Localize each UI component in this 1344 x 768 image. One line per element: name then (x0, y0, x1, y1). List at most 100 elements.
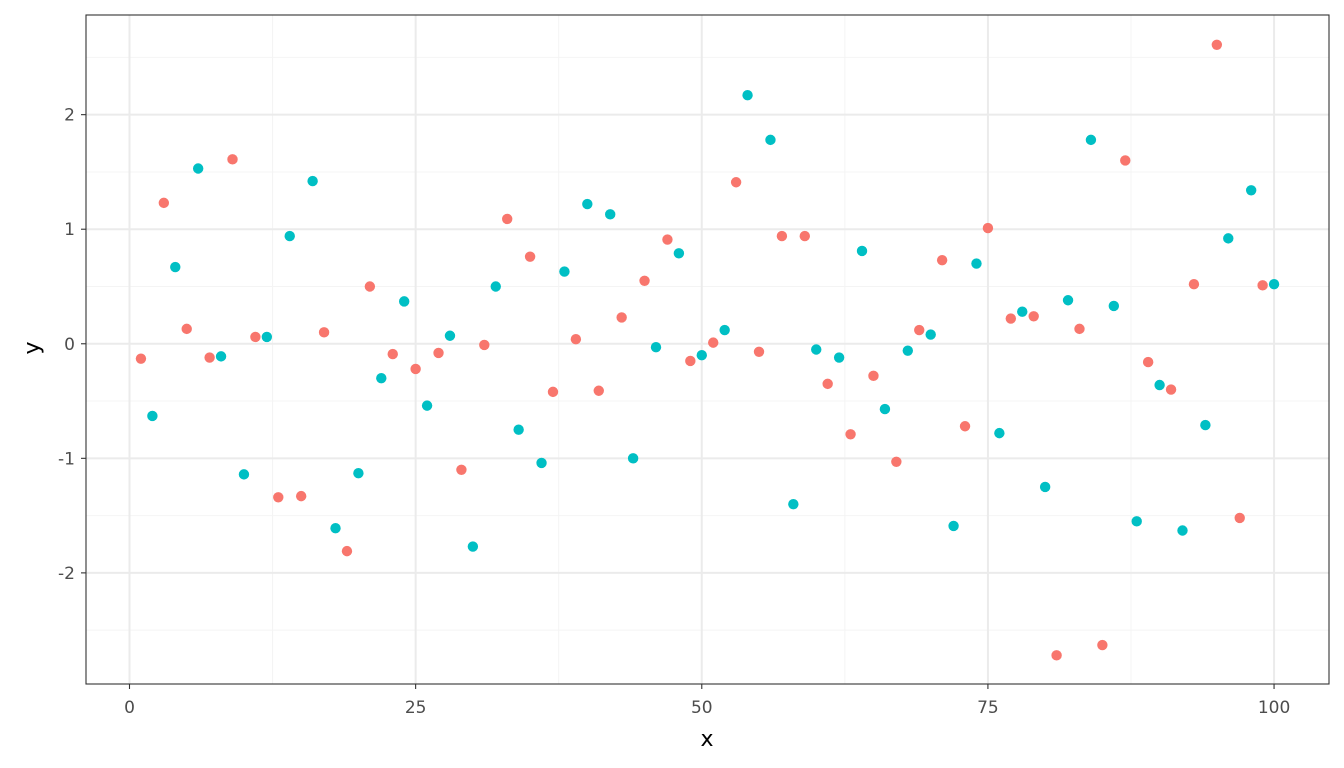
data-point (433, 347, 444, 359)
data-point (982, 222, 994, 234)
data-point (307, 175, 318, 187)
data-point (467, 541, 479, 552)
data-point (1051, 650, 1062, 661)
data-point (1085, 134, 1097, 146)
x-tick-label: 0 (124, 698, 135, 718)
x-tick-label: 25 (405, 698, 427, 718)
data-point (902, 345, 913, 356)
data-point (158, 197, 170, 209)
data-point (238, 469, 250, 480)
data-point (398, 296, 410, 307)
data-point (444, 330, 456, 341)
data-point (318, 327, 330, 338)
data-point (421, 400, 433, 411)
data-point (295, 490, 307, 502)
data-point (364, 281, 376, 292)
data-point (227, 154, 238, 165)
y-tick-label: -1 (58, 449, 75, 469)
data-point (891, 456, 902, 467)
axis-ticks (81, 114, 1275, 689)
data-point (1154, 379, 1165, 391)
data-point (570, 333, 582, 345)
data-point (765, 134, 776, 146)
data-point (215, 351, 227, 362)
data-point (788, 498, 799, 510)
data-point (1211, 39, 1223, 50)
data-point (1062, 295, 1074, 306)
data-point (696, 350, 707, 361)
panel-border (85, 14, 1330, 685)
data-point (330, 523, 341, 534)
data-point (170, 261, 181, 273)
x-axis-title: x (700, 727, 713, 752)
data-point (605, 209, 616, 220)
data-point (284, 230, 295, 242)
data-point (1257, 280, 1268, 291)
data-point (524, 251, 536, 262)
data-point (1131, 516, 1142, 527)
data-point (936, 254, 948, 266)
data-point (273, 492, 284, 503)
data-point (1234, 512, 1245, 524)
data-point (856, 245, 868, 257)
data-point (822, 378, 833, 390)
data-point (662, 234, 673, 245)
y-tick-label: 0 (64, 335, 75, 355)
data-point (627, 453, 639, 464)
data-point (181, 323, 192, 335)
data-point (1223, 233, 1234, 244)
data-point (192, 163, 204, 174)
data-point (1028, 311, 1039, 322)
data-point (925, 329, 936, 340)
data-point (971, 258, 982, 269)
data-point (994, 427, 1005, 439)
data-point (490, 281, 501, 292)
data-point (1120, 155, 1131, 166)
data-point (879, 403, 891, 415)
y-tick-label: 2 (64, 106, 75, 126)
data-point (547, 386, 559, 398)
data-point (639, 275, 650, 286)
data-point (147, 410, 158, 422)
data-point (1188, 279, 1200, 290)
data-point (799, 230, 810, 242)
data-points (135, 39, 1280, 661)
x-tick-label: 75 (977, 698, 999, 718)
data-point (719, 324, 730, 336)
x-tick-label: 50 (691, 698, 713, 718)
data-point (1245, 185, 1257, 196)
data-point (1108, 300, 1120, 312)
data-point (730, 177, 742, 188)
data-point (204, 352, 215, 363)
data-point (1165, 384, 1177, 395)
data-point (261, 331, 273, 343)
data-point (1177, 525, 1188, 536)
data-point (845, 429, 856, 440)
data-point (250, 331, 261, 343)
data-point (582, 198, 593, 210)
data-point (959, 421, 971, 432)
data-point (742, 89, 753, 101)
data-point (811, 344, 822, 355)
data-point (948, 520, 959, 532)
data-point (387, 348, 398, 360)
data-point (1017, 306, 1028, 317)
data-point (650, 342, 662, 353)
x-tick-label: 100 (1258, 698, 1290, 718)
data-point (708, 337, 719, 348)
data-point (1097, 639, 1108, 651)
data-point (479, 339, 490, 351)
data-point (353, 468, 364, 479)
data-point (593, 385, 604, 396)
data-point (673, 248, 685, 259)
data-point (513, 424, 524, 435)
data-point (1074, 323, 1085, 335)
data-point (376, 372, 387, 384)
data-point (341, 545, 353, 557)
y-axis-title: y (20, 341, 45, 354)
data-point (833, 352, 845, 363)
data-point (135, 353, 147, 364)
y-tick-label: 1 (64, 220, 75, 240)
